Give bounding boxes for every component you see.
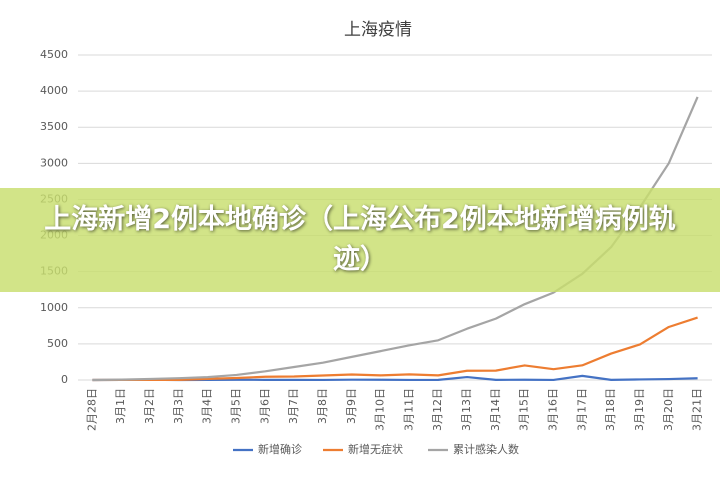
x-tick-label: 3月10日 bbox=[374, 388, 387, 431]
x-tick-label: 3月11日 bbox=[402, 388, 415, 431]
x-tick-label: 3月4日 bbox=[201, 388, 214, 424]
x-tick-label: 3月15日 bbox=[518, 388, 531, 431]
y-tick-label: 500 bbox=[47, 337, 68, 350]
banner: 上海新增2例本地确诊（上海公布2例本地新增病例轨迹） bbox=[0, 188, 720, 292]
y-tick-label: 4500 bbox=[40, 48, 68, 61]
chart-title: 上海疫情 bbox=[344, 20, 412, 40]
y-tick-label: 0 bbox=[61, 373, 68, 386]
x-tick-label: 3月8日 bbox=[316, 388, 329, 424]
x-tick-label: 3月20日 bbox=[662, 388, 675, 431]
y-tick-label: 4000 bbox=[40, 84, 68, 97]
legend-label: 新增无症状 bbox=[348, 442, 403, 456]
x-tick-label: 3月9日 bbox=[345, 388, 358, 424]
x-tick-label: 3月17日 bbox=[575, 388, 588, 431]
y-tick-label: 1000 bbox=[40, 301, 68, 314]
x-tick-label: 3月7日 bbox=[287, 388, 300, 424]
x-tick-label: 3月18日 bbox=[604, 388, 617, 431]
x-tick-label: 3月6日 bbox=[258, 388, 271, 424]
x-tick-label: 3月12日 bbox=[431, 388, 444, 431]
y-tick-label: 3000 bbox=[40, 156, 68, 169]
x-tick-label: 3月3日 bbox=[172, 388, 185, 424]
x-tick-label: 3月5日 bbox=[230, 388, 243, 424]
series-line bbox=[92, 316, 698, 382]
legend-label: 累计感染人数 bbox=[453, 442, 519, 456]
x-tick-label: 3月2日 bbox=[143, 388, 156, 424]
banner-text: 上海新增2例本地确诊（上海公布2例本地新增病例轨迹） bbox=[44, 204, 676, 275]
y-tick-label: 3500 bbox=[40, 120, 68, 133]
x-tick-label: 3月19日 bbox=[633, 388, 646, 431]
legend-label: 新增确诊 bbox=[258, 442, 302, 456]
x-tick-label: 3月13日 bbox=[460, 388, 473, 431]
x-tick-label: 3月14日 bbox=[489, 388, 502, 431]
x-tick-label: 2月28日 bbox=[85, 388, 98, 431]
x-tick-label: 3月16日 bbox=[547, 388, 560, 431]
x-tick-label: 3月21日 bbox=[691, 388, 704, 431]
x-tick-label: 3月1日 bbox=[114, 388, 127, 424]
